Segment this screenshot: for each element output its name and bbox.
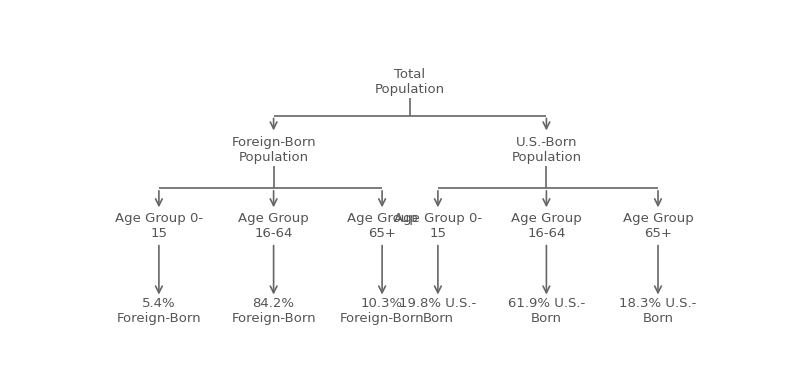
Text: Age Group 0-
15: Age Group 0- 15 [394, 212, 482, 240]
Text: Age Group 0-
15: Age Group 0- 15 [115, 212, 203, 240]
Text: 61.9% U.S.-
Born: 61.9% U.S.- Born [508, 297, 585, 325]
Text: 18.3% U.S.-
Born: 18.3% U.S.- Born [619, 297, 697, 325]
Text: 19.8% U.S.-
Born: 19.8% U.S.- Born [399, 297, 477, 325]
Text: U.S.-Born
Population: U.S.-Born Population [511, 136, 582, 164]
Text: 10.3%
Foreign-Born: 10.3% Foreign-Born [340, 297, 425, 325]
Text: 84.2%
Foreign-Born: 84.2% Foreign-Born [231, 297, 316, 325]
Text: Age Group
65+: Age Group 65+ [622, 212, 694, 240]
Text: Total
Population: Total Population [375, 68, 445, 96]
Text: Age Group
16-64: Age Group 16-64 [511, 212, 582, 240]
Text: Age Group
65+: Age Group 65+ [346, 212, 418, 240]
Text: Age Group
16-64: Age Group 16-64 [238, 212, 309, 240]
Text: 5.4%
Foreign-Born: 5.4% Foreign-Born [117, 297, 202, 325]
Text: Foreign-Born
Population: Foreign-Born Population [231, 136, 316, 164]
